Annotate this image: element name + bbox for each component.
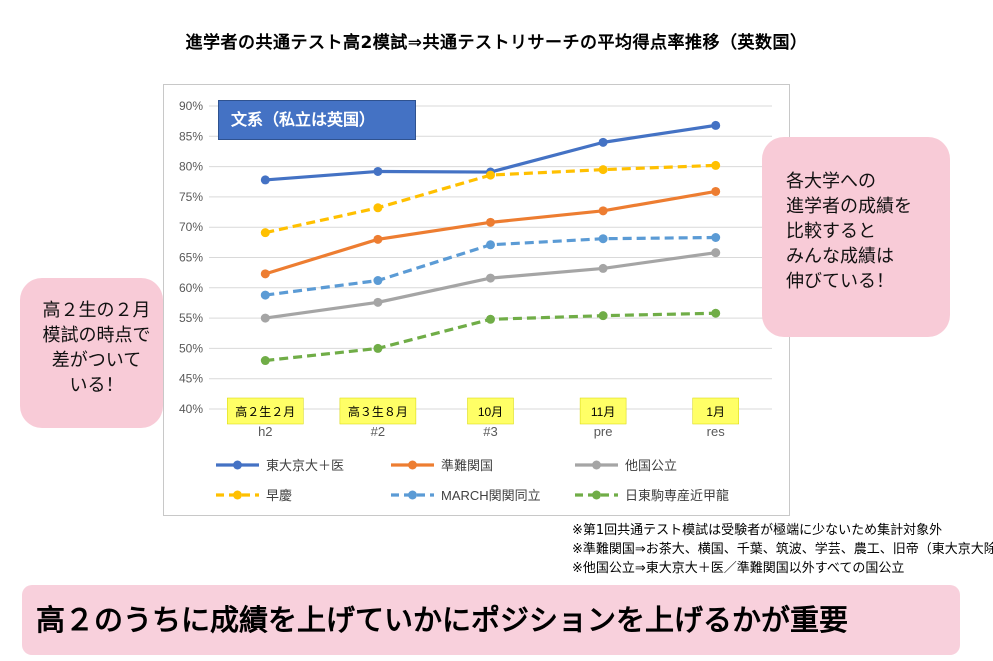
legend-marker (592, 490, 601, 500)
data-point (373, 203, 383, 213)
category-tag: 高３生８月 (348, 404, 408, 419)
data-point (260, 228, 270, 238)
data-point (260, 290, 270, 300)
data-point (711, 120, 721, 130)
legend-marker (408, 490, 417, 500)
data-point (598, 234, 608, 244)
y-tick-label: 80% (179, 160, 203, 174)
data-point (598, 165, 608, 175)
legend-label: 早慶 (266, 488, 292, 503)
x-tick-label: #3 (483, 424, 497, 439)
category-tag-box (467, 397, 514, 425)
legend-marker (408, 460, 417, 470)
legend-label: 準難関国 (441, 458, 493, 473)
category-tag: 10月 (478, 405, 503, 419)
legend-label: 他国公立 (625, 458, 677, 473)
category-tag-box (692, 397, 739, 425)
legend-marker (592, 460, 601, 470)
y-tick-label: 85% (179, 129, 203, 143)
legend-marker (233, 490, 242, 500)
data-point (598, 311, 608, 321)
data-point (486, 240, 495, 250)
footnote-2: ※準難関国⇒お茶大、横国、千葉、筑波、学芸、農工、旧帝（東大京大除く） (572, 542, 993, 557)
category-tag: 1月 (706, 405, 725, 419)
data-point (711, 160, 721, 170)
category-tag: 11月 (591, 405, 615, 419)
x-tick-label: res (707, 424, 726, 439)
category-tag-box (339, 397, 417, 425)
callout-right-line: 各大学への (786, 171, 876, 192)
data-point (373, 297, 383, 307)
callout-right-line: 伸びている！ (786, 271, 894, 292)
category-tag-box (579, 397, 627, 425)
data-point (486, 273, 495, 283)
legend-marker (233, 460, 242, 470)
category-tag: 高２生２月 (235, 404, 295, 419)
data-point (373, 166, 383, 176)
data-point (373, 234, 383, 244)
callout-right-line: みんな成績は (786, 246, 894, 267)
panel-label: 文系（私立は英国） (218, 100, 416, 140)
y-tick-label: 90% (179, 99, 203, 113)
data-point (486, 314, 495, 324)
data-point (260, 313, 270, 323)
legend-label: 日東駒専産近甲龍 (625, 488, 729, 503)
data-point (598, 263, 608, 273)
data-point (711, 308, 721, 318)
data-point (598, 137, 608, 147)
y-tick-label: 45% (179, 372, 203, 386)
data-point (373, 276, 383, 286)
callout-left-line: いる！ (69, 375, 124, 396)
y-tick-label: 75% (179, 190, 203, 204)
y-tick-label: 55% (179, 311, 203, 325)
data-point (711, 186, 721, 196)
y-tick-label: 65% (179, 251, 203, 265)
data-point (711, 248, 721, 258)
x-tick-label: #2 (371, 424, 385, 439)
callout-right-line: 進学者の成績を (786, 196, 912, 217)
data-point (260, 356, 270, 366)
footnote-1: ※第1回共通テスト模試は受験者が極端に少ないため集計対象外 (572, 523, 943, 538)
footnote-3: ※他国公立⇒東大京大＋医／準難関国以外すべての国公立 (572, 561, 905, 576)
callout-left-line: 模試の時点で (42, 325, 151, 346)
data-point (260, 269, 270, 279)
callout-left: 高２生の２月 模試の時点で 差がついて いる！ (20, 278, 163, 428)
callout-right-line: 比較すると (786, 221, 876, 242)
data-point (373, 343, 383, 353)
series-line (265, 251, 716, 320)
legend-label: MARCH関関同立 (441, 488, 541, 503)
callout-left-line: 差がついて (51, 350, 142, 371)
data-point (486, 170, 495, 180)
y-tick-label: 50% (179, 341, 203, 355)
category-tag-box (227, 397, 304, 425)
legend-label: 東大京大＋医 (266, 458, 344, 473)
chart-title: 進学者の共通テスト高2模試⇒共通テストリサーチの平均得点率推移（英数国） (185, 33, 808, 53)
line-chart: 40% 45% 50% 55% 60% 65% 70% 75% 80% 85% 90% 高２生２月 h2… (179, 99, 772, 503)
y-tick-label: 40% (179, 402, 203, 416)
data-point (711, 233, 721, 243)
x-tick-label: pre (594, 424, 613, 439)
chart-area: 40% 45% 50% 55% 60% 65% 70% 75% 80% 85% 90% 高２生２月 h2… (163, 84, 790, 516)
callout-right: 各大学への 進学者の成績を 比較すると みんな成績は 伸びている！ (762, 137, 950, 337)
conclusion-banner: 高２のうちに成績を上げていかにポジションを上げるかが重要 (22, 585, 960, 655)
callout-left-line: 高２生の２月 (42, 300, 151, 321)
y-tick-label: 60% (179, 281, 203, 295)
y-tick-label: 70% (179, 220, 203, 234)
x-tick-label: h2 (258, 424, 272, 439)
data-point (260, 175, 270, 185)
data-point (598, 206, 608, 216)
data-point (486, 217, 495, 227)
